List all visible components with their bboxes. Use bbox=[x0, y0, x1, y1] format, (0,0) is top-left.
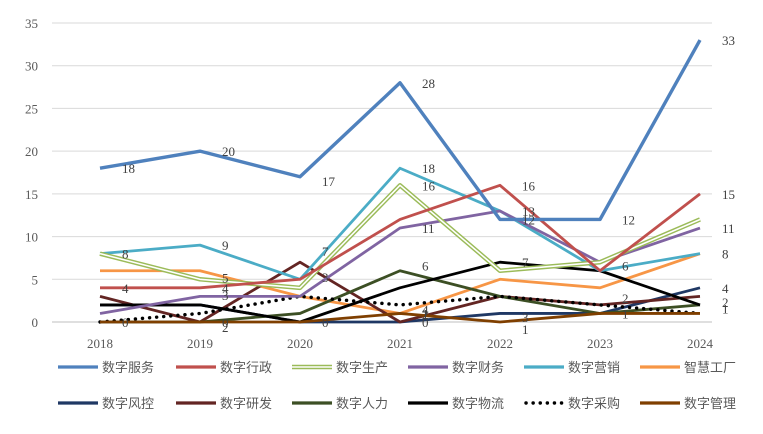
legend-label: 数字生产 bbox=[336, 361, 388, 376]
x-axis-ticks: 2018 2019 2020 2021 2022 2023 2024 bbox=[87, 336, 714, 351]
legend-item-e695b0e5ad97e7a094e58f91: 数字研发 bbox=[176, 396, 272, 412]
data-label: 0 bbox=[422, 315, 429, 330]
y-tick-label: 35 bbox=[25, 16, 38, 31]
y-tick-label: 20 bbox=[25, 144, 38, 159]
legend-item-e699bae685a7e5b7a5e58e82: 智慧工厂 bbox=[640, 360, 736, 376]
data-label: 7 bbox=[322, 244, 329, 259]
data-label: 1 bbox=[622, 306, 629, 321]
legend-label: 数字采购 bbox=[568, 396, 620, 412]
legend-label: 智慧工厂 bbox=[684, 360, 736, 376]
legend-item-e695b0e5ad97e9a38ee68ea7: 数字风控 bbox=[58, 397, 154, 412]
legend-label: 数字风控 bbox=[102, 397, 154, 412]
legend-item-e695b0e5ad97e789a9e6b581: 数字物流 bbox=[408, 397, 504, 412]
data-label: 11 bbox=[722, 221, 735, 236]
data-label: 0 bbox=[222, 315, 229, 330]
data-label: 13 bbox=[522, 204, 535, 219]
legend-item-e695b0e5ad97e890a5e99480: 数字营销 bbox=[524, 361, 620, 376]
data-label: 1 bbox=[422, 306, 429, 321]
series-line bbox=[99, 39, 702, 222]
legend-label: 数字研发 bbox=[220, 396, 272, 412]
data-label: 0 bbox=[122, 315, 129, 330]
data-label: 8 bbox=[722, 247, 729, 262]
x-tick-label: 2020 bbox=[287, 336, 313, 351]
data-label: 18 bbox=[422, 161, 435, 176]
data-label: 11 bbox=[422, 221, 435, 236]
data-label: 4 bbox=[422, 302, 429, 317]
data-label: 12 bbox=[622, 212, 635, 227]
data-label: 0 bbox=[322, 315, 329, 330]
data-label: 1 bbox=[522, 322, 529, 337]
data-label: 28 bbox=[422, 76, 435, 91]
series-lines bbox=[98, 39, 702, 324]
legend-label: 数字物流 bbox=[452, 397, 504, 412]
data-label: 17 bbox=[322, 174, 336, 189]
y-tick-label: 25 bbox=[25, 101, 38, 116]
data-label: 2 bbox=[722, 295, 729, 310]
data-label: 18 bbox=[122, 161, 135, 176]
data-label: 12 bbox=[522, 212, 535, 227]
legend-item-e695b0e5ad97e8a18ce694bf: 数字行政 bbox=[176, 361, 272, 376]
legend-label: 数字财务 bbox=[452, 360, 504, 376]
data-label: 7 bbox=[522, 255, 529, 270]
y-tick-label: 5 bbox=[32, 272, 39, 287]
data-label: 4 bbox=[122, 281, 129, 296]
legend-item-e695b0e5ad97e7aea1e79086: 数字管理 bbox=[640, 397, 736, 412]
series-e695b0e5ad97e7aea1e79086 bbox=[99, 312, 701, 324]
data-label: 16 bbox=[422, 178, 436, 193]
legend-label: 数字服务 bbox=[102, 360, 154, 376]
data-label: 4 bbox=[722, 281, 729, 296]
legend-label: 数字管理 bbox=[684, 397, 736, 412]
legend-item-e695b0e5ad97e8b4a2e58aa1: 数字财务 bbox=[408, 360, 504, 376]
data-label: 16 bbox=[522, 178, 536, 193]
y-tick-label: 10 bbox=[25, 230, 38, 245]
x-tick-label: 2021 bbox=[387, 336, 413, 351]
data-label: 3 bbox=[322, 270, 329, 285]
data-label: 9 bbox=[222, 238, 229, 253]
legend-item-e695b0e5ad97e4babae58a9b: 数字人力 bbox=[292, 397, 388, 412]
data-label: 6 bbox=[622, 259, 629, 274]
x-tick-label: 2023 bbox=[587, 336, 613, 351]
data-label: 15 bbox=[722, 187, 735, 202]
legend-item-e695b0e5ad97e69c8de58aa1: 数字服务 bbox=[58, 360, 154, 376]
data-label: 2 bbox=[622, 291, 629, 306]
data-label: 2 bbox=[422, 307, 429, 322]
data-label: 2 bbox=[222, 320, 229, 335]
data-label: 4 bbox=[222, 281, 229, 296]
legend-label: 数字营销 bbox=[568, 361, 620, 376]
legend-item-e695b0e5ad97e7949fe4baa7: 数字生产 bbox=[292, 361, 388, 376]
x-tick-label: 2022 bbox=[487, 336, 513, 351]
data-label: 20 bbox=[222, 144, 235, 159]
y-tick-label: 0 bbox=[32, 315, 39, 330]
data-label: 5 bbox=[222, 270, 229, 285]
series-e695b0e5ad97e69c8de58aa1 bbox=[99, 39, 702, 222]
data-label: 1 bbox=[722, 301, 729, 316]
data-label: 3 bbox=[222, 288, 229, 303]
data-label: 3 bbox=[522, 310, 529, 325]
data-label: 33 bbox=[722, 33, 735, 48]
series-e695b0e5ad97e7949fe4baa7 bbox=[99, 183, 701, 291]
x-tick-label: 2019 bbox=[187, 336, 213, 351]
gridlines bbox=[52, 22, 712, 323]
data-label: 8 bbox=[122, 247, 129, 262]
legend-item-e695b0e5ad97e98787e8b4ad: 数字采购 bbox=[524, 396, 620, 412]
legend-label: 数字行政 bbox=[220, 361, 272, 376]
series-e695b0e5ad97e8a18ce694bf bbox=[99, 183, 701, 290]
y-tick-label: 15 bbox=[25, 187, 38, 202]
x-tick-label: 2018 bbox=[87, 336, 113, 351]
data-label: 6 bbox=[422, 259, 429, 274]
x-tick-label: 2024 bbox=[687, 336, 714, 351]
y-tick-label: 30 bbox=[25, 59, 38, 74]
legend-label: 数字人力 bbox=[336, 397, 388, 412]
y-axis-ticks: 0 5 10 15 20 25 30 35 bbox=[25, 16, 38, 330]
